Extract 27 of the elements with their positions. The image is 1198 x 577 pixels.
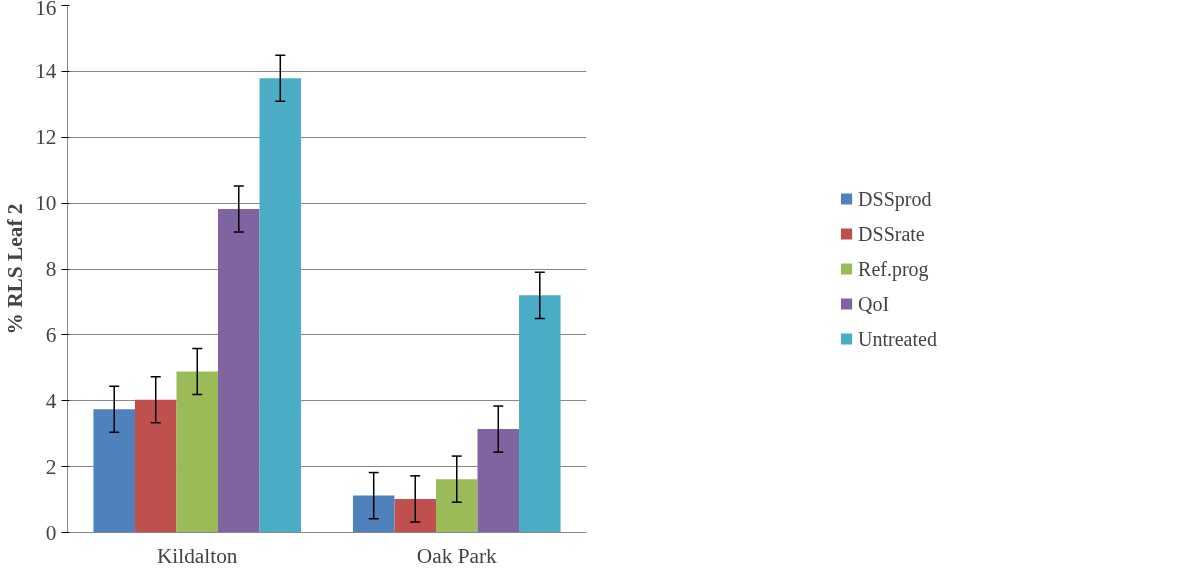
y-tick-label: 6: [45, 322, 57, 347]
y-axis-title: % RLS Leaf 2: [3, 203, 28, 335]
y-tick-label: 2: [45, 454, 57, 479]
legend-label: Untreated: [858, 327, 937, 350]
y-tick-label: 12: [35, 125, 57, 150]
y-tick-label: 14: [35, 59, 57, 84]
legend-label: DSSrate: [858, 222, 925, 245]
y-tick-label: 4: [45, 388, 57, 413]
legend-label: Ref.prog: [858, 257, 929, 280]
y-tick-label: 8: [45, 257, 57, 281]
bar: [218, 209, 260, 533]
bar: [519, 295, 561, 533]
bar: [394, 498, 436, 533]
x-tick-label: Kildalton: [156, 543, 238, 568]
x-tick-label: Oak Park: [416, 543, 498, 568]
bar: [352, 495, 395, 533]
legend-label: QoI: [858, 292, 890, 315]
y-tick-label: 10: [35, 191, 57, 216]
bar: [477, 429, 520, 533]
bar: [134, 399, 177, 533]
legend-label: DSSprod: [858, 187, 932, 210]
y-tick-label: 0: [45, 520, 57, 545]
bar: [259, 78, 302, 533]
y-tick-label: 16: [35, 0, 57, 20]
bar: [93, 409, 135, 533]
bar: [176, 371, 219, 533]
bar: [435, 479, 478, 533]
